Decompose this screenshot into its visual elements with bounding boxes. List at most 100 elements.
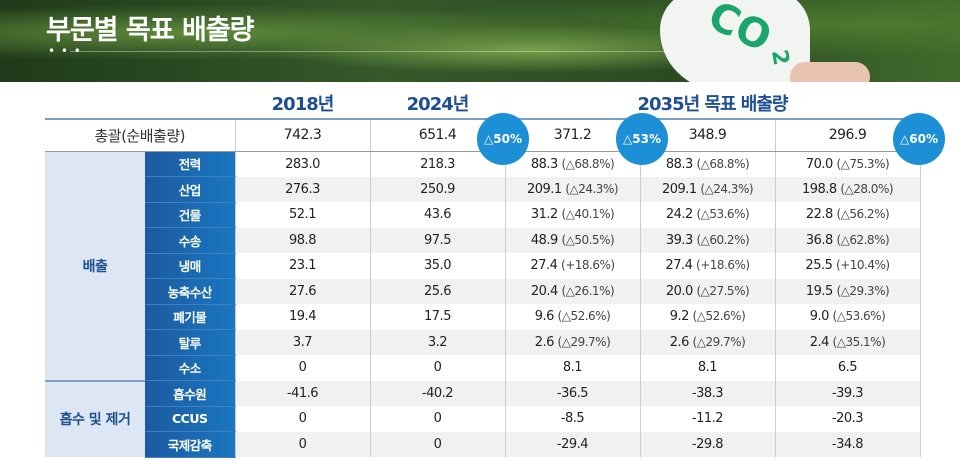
cell-value: 31.2 (△40.1%) <box>505 202 641 228</box>
cell-value: 8.1 <box>505 355 641 381</box>
change-percent: (△24.3%) <box>700 181 754 196</box>
change-percent: (△40.1%) <box>561 207 615 222</box>
cell-value: -20.3 <box>775 406 921 432</box>
cell-value: 0 <box>370 355 506 381</box>
sector-label: 산업 <box>145 176 236 203</box>
cell-value: 27.4 (+18.6%) <box>505 253 641 279</box>
cell-value: -29.8 <box>640 431 776 457</box>
cell-value: 17.5 <box>370 304 506 330</box>
change-percent: (△29.7%) <box>692 334 746 349</box>
sector-label: 탈루 <box>145 329 236 356</box>
group-label-emission: 배출 <box>45 151 145 381</box>
change-percent: (△56.2%) <box>836 207 890 222</box>
cell-value: 3.2 <box>370 329 506 355</box>
co2-sign-image: CO 2 <box>660 0 810 82</box>
cell-value: -38.3 <box>640 380 776 406</box>
change-percent: (△68.8%) <box>561 156 615 171</box>
table-row: 배출 전력 283.0 218.3 88.3 (△68.8%) 88.3 (△68.8%)… <box>45 151 921 381</box>
cell-value: 27.4 (+18.6%) <box>640 253 776 279</box>
change-percent: (△35.1%) <box>832 334 886 349</box>
change-percent: (△53.6%) <box>696 207 750 222</box>
page-title: 부문별 목표 배출량 <box>46 15 255 46</box>
cell-value: 20.0 (△27.5%) <box>640 278 776 304</box>
cell-value: 24.2 (△53.6%) <box>640 202 776 228</box>
cell-value: 3.7 <box>235 329 371 355</box>
cell-value: -34.8 <box>775 431 921 457</box>
cell-value: 2.6 (△29.7%) <box>505 329 641 355</box>
table-row: 산업 276.3 250.9 209.1 (△24.3%) 209.1 (△24.3%)… <box>45 176 921 203</box>
emissions-table: 총괄(순배출량) 742.3 651.4 371.2 348.9 296.9 배출 전력 283… <box>45 118 921 458</box>
sector-label: 전력 <box>145 151 236 177</box>
change-percent: (△75.3%) <box>836 156 890 171</box>
reduction-badge: △50% <box>477 113 529 165</box>
change-percent: (△26.1%) <box>561 283 615 298</box>
cell-value: 20.4 (△26.1%) <box>505 278 641 304</box>
sector-label: 수송 <box>145 227 236 254</box>
change-percent: (+18.6%) <box>561 258 615 273</box>
sector-label: 수소 <box>145 355 236 381</box>
cell-value: 0 <box>370 406 506 432</box>
cell-value: 98.8 <box>235 227 371 253</box>
change-percent: (+10.4%) <box>836 258 890 273</box>
cell-value: 27.6 <box>235 278 371 304</box>
sector-label: 국제감축 <box>145 431 236 458</box>
change-percent: (△29.7%) <box>557 334 611 349</box>
change-percent: (+18.6%) <box>696 258 750 273</box>
cell-value: 19.4 <box>235 304 371 330</box>
cell-value: 88.3 (△68.8%) <box>640 151 776 177</box>
sector-label: 흡수원 <box>145 380 236 407</box>
cell-value: 9.2 (△52.6%) <box>640 304 776 330</box>
cell-value: 276.3 <box>235 176 371 202</box>
table-row: CCUS 0 0 -8.5 -11.2 -20.3 <box>45 406 921 432</box>
cell-value: 48.9 (△50.5%) <box>505 227 641 253</box>
sector-label: CCUS <box>145 406 236 432</box>
table-row: 탈루 3.7 3.2 2.6 (△29.7%) 2.6 (△29.7%) 2.4 (△35… <box>45 329 921 356</box>
title-divider <box>70 51 690 52</box>
change-percent: (△53.6%) <box>832 309 886 324</box>
total-value: 742.3 <box>235 118 371 152</box>
cell-value: -41.6 <box>235 380 371 406</box>
group-label-removal: 흡수 및 제거 <box>45 379 145 457</box>
cell-value: 9.6 (△52.6%) <box>505 304 641 330</box>
cell-value: 23.1 <box>235 253 371 279</box>
change-percent: (△28.0%) <box>840 181 894 196</box>
cell-value: -39.3 <box>775 380 921 406</box>
table-row: 냉매 23.1 35.0 27.4 (+18.6%) 27.4 (+18.6%) 25.5… <box>45 253 921 279</box>
cell-value: 25.5 (+10.4%) <box>775 253 921 279</box>
change-percent: (△68.8%) <box>696 156 750 171</box>
change-percent: (△60.2%) <box>696 232 750 247</box>
cell-value: 70.0 (△75.3%) <box>775 151 921 177</box>
cell-value: 250.9 <box>370 176 506 202</box>
cell-value: 97.5 <box>370 227 506 253</box>
cell-value: 8.1 <box>640 355 776 381</box>
sector-label: 폐기물 <box>145 304 236 330</box>
cell-value: -36.5 <box>505 380 641 406</box>
cell-value: -11.2 <box>640 406 776 432</box>
table-row: 건물 52.1 43.6 31.2 (△40.1%) 24.2 (△53.6%) 22.8… <box>45 202 921 228</box>
column-header-2035: 2035년 목표 배출량 <box>637 94 789 115</box>
change-percent: (△24.3%) <box>565 181 619 196</box>
sector-label: 냉매 <box>145 253 236 279</box>
reduction-badge: △53% <box>616 113 668 165</box>
cell-value: 283.0 <box>235 151 371 177</box>
cell-value: 36.8 (△62.8%) <box>775 227 921 253</box>
cell-value: 2.4 (△35.1%) <box>775 329 921 355</box>
reduction-badge: △60% <box>893 113 945 165</box>
cell-value: 39.3 (△60.2%) <box>640 227 776 253</box>
cell-value: 52.1 <box>235 202 371 228</box>
column-header-2024: 2024년 <box>406 94 470 115</box>
cell-value: 209.1 (△24.3%) <box>640 176 776 202</box>
change-percent: (△52.6%) <box>692 309 746 324</box>
table-row: 수소 0 0 8.1 8.1 6.5 <box>45 355 921 381</box>
change-percent: (△29.3%) <box>836 283 890 298</box>
table-row: 농축수산 27.6 25.6 20.4 (△26.1%) 20.0 (△27.5%) 19… <box>45 278 921 305</box>
column-header-2018: 2018년 <box>271 94 335 115</box>
cell-value: 88.3 (△68.8%) <box>505 151 641 177</box>
cell-value: 25.6 <box>370 278 506 304</box>
cell-value: 0 <box>235 355 371 381</box>
change-percent: (△27.5%) <box>696 283 750 298</box>
cell-value: 198.8 (△28.0%) <box>775 176 921 202</box>
table-row: 수송 98.8 97.5 48.9 (△50.5%) 39.3 (△60.2%) 36.8… <box>45 227 921 254</box>
cell-value: 0 <box>235 431 371 457</box>
table-row: 국제감축 0 0 -29.4 -29.8 -34.8 <box>45 431 921 458</box>
